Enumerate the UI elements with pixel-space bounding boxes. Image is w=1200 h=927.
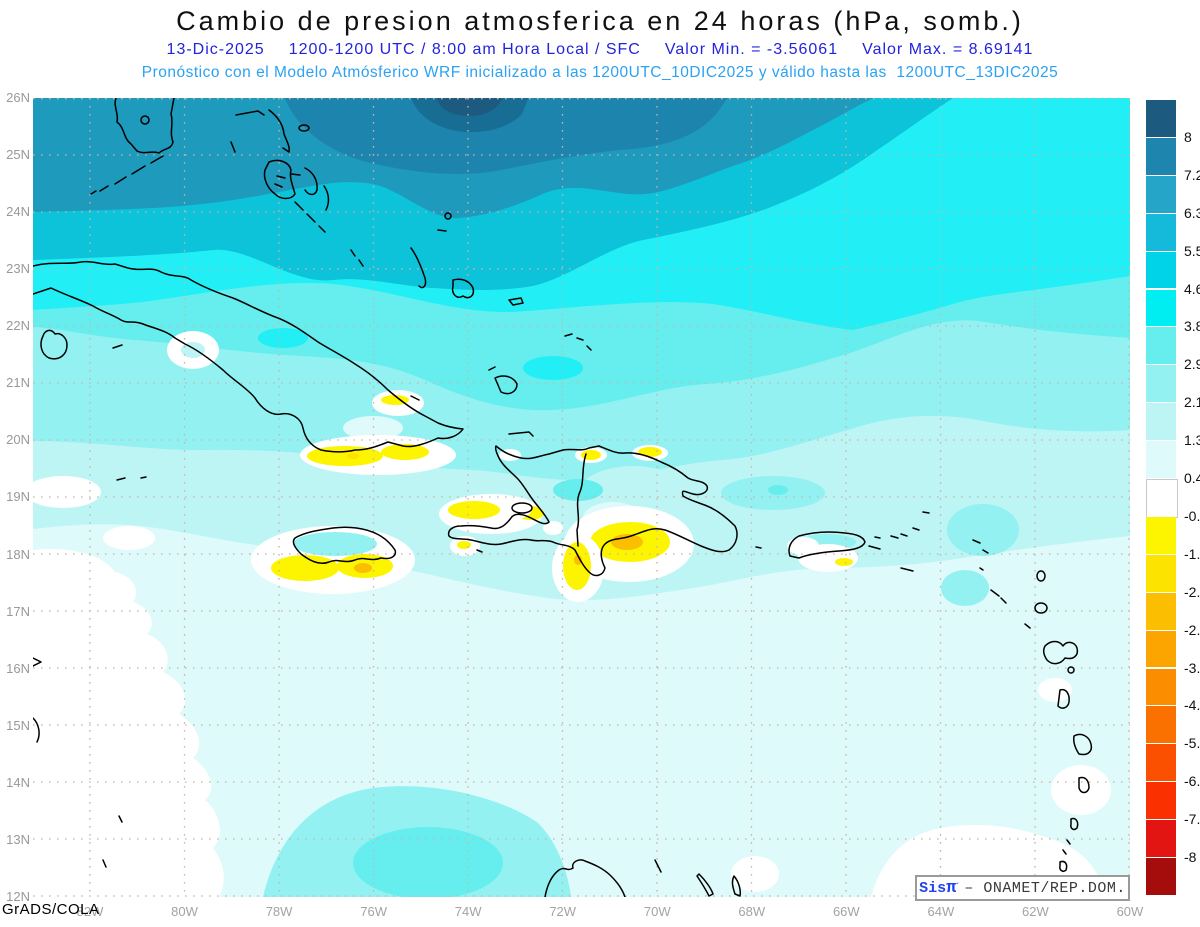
lon-tick-label: 74W <box>454 904 482 919</box>
onamet-signature-box: Sis π ´ – ONAMET/REP.DOM. <box>915 875 1130 901</box>
colorbar-label: 6.3 <box>1184 204 1200 221</box>
colorbar-label: 2.1 <box>1184 394 1200 411</box>
colorbar-label: 0.4 <box>1184 470 1200 486</box>
lon-tick-label: 68W <box>738 904 766 919</box>
pressure-change-map <box>25 97 1130 899</box>
lat-tick-label: 21N <box>6 375 30 391</box>
colorbar-label: -8 <box>1184 849 1197 865</box>
onamet-label: – ONAMET/REP.DOM. <box>964 879 1126 897</box>
colorbar-label: 5.5 <box>1184 242 1200 259</box>
colorbar-label: 7.2 <box>1184 166 1200 183</box>
lon-tick-label: 72W <box>549 904 577 919</box>
lon-tick-label: 60W <box>1116 904 1144 919</box>
lat-tick-label: 22N <box>6 318 30 334</box>
lon-tick-label: 76W <box>360 904 387 919</box>
lat-tick-label: 14N <box>6 774 30 790</box>
pi-accent: ´ <box>954 882 961 894</box>
colorbar-label: -5.5 <box>1184 735 1200 752</box>
subtitle-validity: 13-Dic-2025 1200-1200 UTC / 8:00 am Hora … <box>0 41 1200 59</box>
colorbar-label: 3.8 <box>1184 318 1200 335</box>
max-rise-core <box>437 98 502 116</box>
colorbar-block <box>1146 327 1176 365</box>
colorbar-block <box>1146 251 1176 289</box>
colorbar-label: -4.6 <box>1184 697 1200 714</box>
colorbar-block <box>1146 479 1178 518</box>
min-value-label: Valor Min. = -3.56061 <box>664 41 839 58</box>
colorbar-block <box>1146 516 1176 554</box>
bottom-center-pocket <box>263 786 571 899</box>
colorbar-block <box>1146 554 1176 592</box>
grads-credit: GrADS/COLA <box>2 901 100 918</box>
colorbar-block <box>1146 744 1176 782</box>
colorbar-block <box>1146 175 1176 213</box>
lon-tick-label: 82W <box>76 904 104 919</box>
colorbar-block <box>1146 213 1176 251</box>
colorbar-block <box>1146 858 1176 895</box>
lon-tick-label: 64W <box>927 904 955 919</box>
colorbar-block <box>1146 403 1176 441</box>
colorbar-label: 8 <box>1184 128 1192 145</box>
lon-tick-label: 62W <box>1022 904 1049 919</box>
colorbar-label: 1.3 <box>1184 432 1200 449</box>
date-label: 13-Dic-2025 <box>166 41 265 58</box>
colorbar-block <box>1146 441 1176 478</box>
lat-tick-label: 23N <box>6 261 30 277</box>
lat-tick-label: 15N <box>6 717 30 733</box>
lat-tick-label: 24N <box>6 204 30 220</box>
colorbar-label: -7.2 <box>1184 811 1200 828</box>
colorbar-label: -2.1 <box>1184 583 1200 600</box>
lat-tick-label: 16N <box>6 660 30 676</box>
colorbar-label: 2.9 <box>1184 356 1200 373</box>
pi-icon: π <box>946 878 957 898</box>
colorbar-block <box>1146 592 1176 630</box>
colorbar-label: -0.4 <box>1184 507 1200 524</box>
lon-tick-label: 70W <box>643 904 671 919</box>
colorbar-label: -6.3 <box>1184 773 1200 790</box>
colorbar-block <box>1146 289 1176 327</box>
colorbar-label: -2.9 <box>1184 621 1200 638</box>
colorbar-block <box>1146 630 1176 668</box>
lon-tick-label: 78W <box>265 904 293 919</box>
lat-tick-label: 19N <box>6 489 30 505</box>
colorbar-block <box>1146 100 1176 137</box>
colorbar-block <box>1146 365 1176 403</box>
colorbar-block <box>1146 782 1176 820</box>
page-title: Cambio de presion atmosferica en 24 hora… <box>176 6 1024 36</box>
lat-tick-label: 20N <box>6 432 30 448</box>
colorbar-block <box>1146 668 1176 706</box>
map-area <box>25 97 1130 899</box>
colorbar-block <box>1146 706 1176 744</box>
colorbar-label: 4.6 <box>1184 280 1200 297</box>
colorbar-label: -1.3 <box>1184 545 1200 562</box>
coastlines <box>32 97 1117 898</box>
colorbar-block <box>1146 137 1176 175</box>
period-label: 1200-1200 UTC / 8:00 am Hora Local / SFC <box>288 41 641 58</box>
sis-label: Sis <box>919 879 947 897</box>
lat-tick-label: 13N <box>6 831 30 847</box>
colorbar-block <box>1146 820 1176 857</box>
lat-tick-label: 25N <box>6 147 30 163</box>
max-value-label: Valor Max. = 8.69141 <box>862 41 1034 58</box>
colorbar-legend: 8 7.2 6.3 5.5 4.6 3.8 2.9 2.1 1.3 0.4 -0.4 -1.3 -2.1… <box>1146 100 1200 900</box>
model-note: Pronóstico con el Modelo Atmósferico WRF… <box>141 64 1059 81</box>
lon-tick-label: 80W <box>171 904 198 919</box>
lat-tick-label: 26N <box>6 90 30 105</box>
lat-tick-label: 18N <box>6 546 30 562</box>
lat-tick-label: 17N <box>6 603 30 619</box>
neutral-zones <box>25 476 1111 897</box>
lat-tick-label: 12N <box>6 888 30 904</box>
colorbar-label: -3.8 <box>1184 659 1200 676</box>
lon-tick-label: 66W <box>832 904 860 919</box>
